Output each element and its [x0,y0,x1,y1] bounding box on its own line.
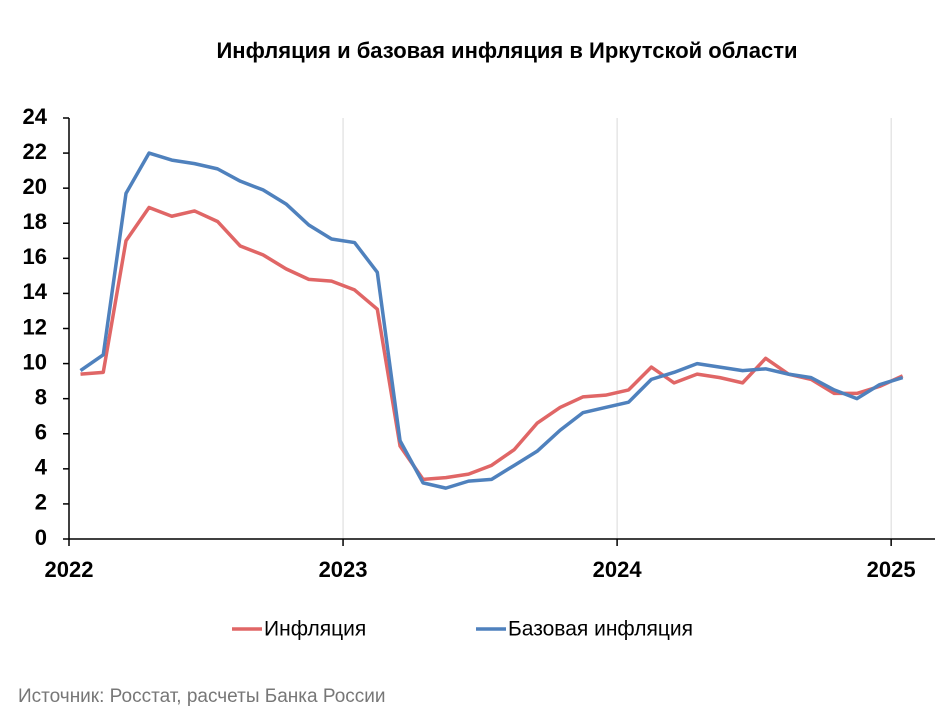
x-tick-label: 2025 [867,557,916,582]
legend-label: Инфляция [264,618,366,641]
chart-title: Инфляция и базовая инфляция в Иркутской … [216,38,797,63]
y-tick-label: 10 [23,349,47,374]
y-tick-label: 18 [23,209,47,234]
x-tick-label: 2024 [593,557,643,582]
y-tick-label: 20 [23,174,47,199]
y-tick-label: 24 [23,104,48,129]
y-tick-label: 6 [35,420,47,445]
y-tick-label: 12 [23,314,47,339]
y-tick-label: 14 [23,279,48,304]
y-tick-label: 16 [23,244,47,269]
legend-label: Базовая инфляция [508,618,693,641]
y-tick-label: 2 [35,490,47,515]
series-line [79,151,904,490]
x-tick-label: 2022 [45,557,94,582]
source-note: Источник: Росстат, расчеты Банка России [18,686,386,707]
y-tick-label: 22 [23,139,47,164]
y-tick-label: 0 [35,525,47,550]
y-tick-label: 8 [35,384,47,409]
x-tick-label: 2023 [319,557,368,582]
series-line [80,205,904,482]
y-tick-label: 4 [35,455,48,480]
